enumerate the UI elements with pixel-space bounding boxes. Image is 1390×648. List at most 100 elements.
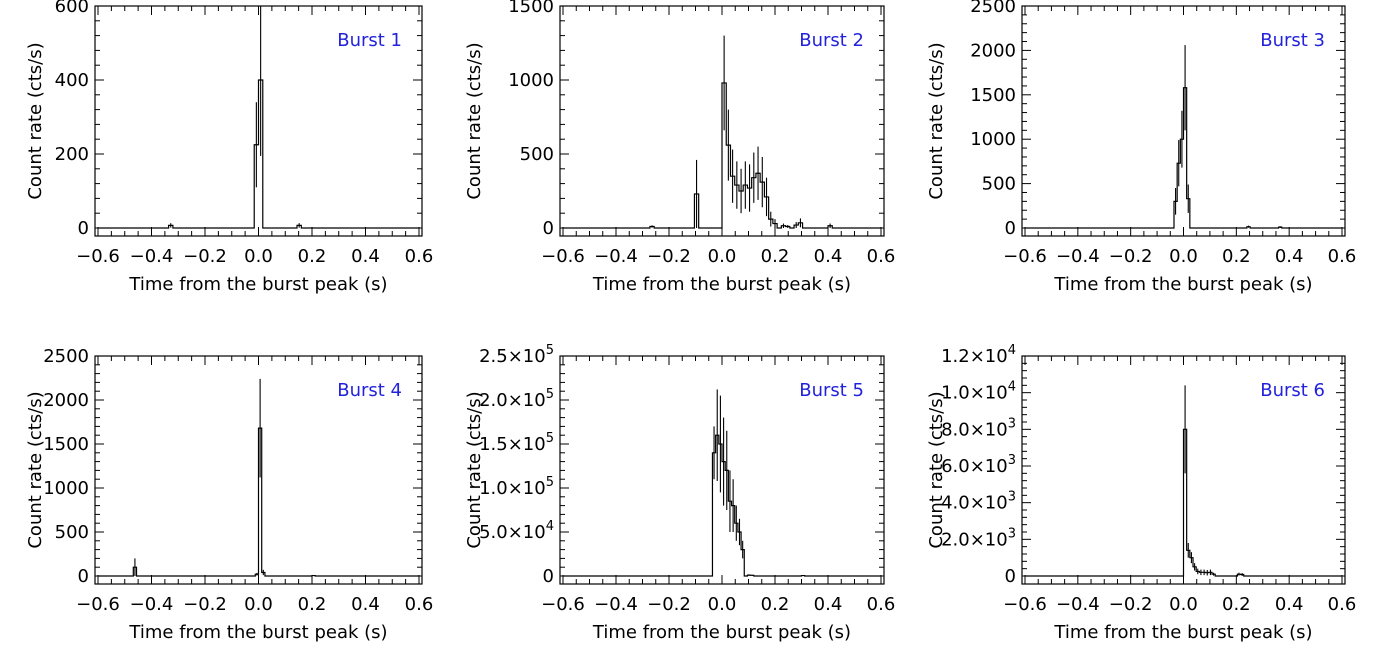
- y-axis-label: Count rate (cts/s): [25, 42, 46, 199]
- panel-burst-2: −0.6 −0.4 −0.2 0.0 0.2 0.4 0.6 0 500 1000 1500 Time…: [464, 0, 895, 295]
- x-tick-label: −0.6: [76, 594, 120, 615]
- x-tick-label: −0.2: [183, 246, 227, 267]
- y-tick-label: 5.0×104: [479, 519, 554, 543]
- x-tick-label: −0.6: [1003, 594, 1047, 615]
- x-tick-label: 0.6: [1328, 594, 1357, 615]
- x-tick-label: 0.6: [867, 246, 896, 267]
- panel-label: Burst 3: [1260, 30, 1325, 51]
- panel-burst-3: −0.6 −0.4 −0.2 0.0 0.2 0.4 0.6 0 500 1000 1500 2000…: [926, 0, 1356, 295]
- panel-label: Burst 2: [799, 30, 864, 51]
- x-tick-label: −0.4: [594, 246, 638, 267]
- y-tick-label: 500: [520, 144, 554, 165]
- y-tick-label: 0: [543, 218, 554, 239]
- x-tick-label: 0.2: [298, 594, 327, 615]
- y-axis-label: Count rate (cts/s): [926, 42, 947, 199]
- y-tick-label: 2.0×105: [479, 387, 554, 411]
- y-tick-label: 600: [55, 0, 89, 17]
- y-tick-label: 1500: [508, 0, 554, 17]
- y-tick-label: 1000: [508, 70, 554, 91]
- y-tick-label: 1500: [43, 434, 89, 455]
- y-tick-label: 0: [1005, 218, 1016, 239]
- y-axis-label: Count rate (cts/s): [464, 391, 485, 548]
- y-tick-label: 400: [55, 70, 89, 91]
- x-tick-label: 0.2: [761, 594, 790, 615]
- x-tick-label: 0.4: [814, 246, 843, 267]
- x-tick-label: −0.4: [594, 594, 638, 615]
- y-tick-label: 0: [1005, 566, 1016, 587]
- y-tick-label: 2500: [970, 0, 1016, 17]
- panel-burst-4: −0.6 −0.4 −0.2 0.0 0.2 0.4 0.6 0 500 1000 1500 2000…: [25, 346, 433, 643]
- y-tick-label: 0: [78, 218, 89, 239]
- x-axis-label: Time from the burst peak (s): [1053, 274, 1312, 295]
- x-tick-label: 0.0: [244, 594, 273, 615]
- histogram-line: [563, 82, 881, 229]
- x-tick-label: −0.4: [130, 246, 174, 267]
- y-tick-label: 1.2×104: [941, 343, 1016, 367]
- x-tick-label: 0.4: [814, 594, 843, 615]
- y-tick-label: 2000: [970, 40, 1016, 61]
- y-tick-label: 2.5×105: [479, 343, 554, 367]
- x-tick-label: −0.2: [647, 246, 691, 267]
- y-tick-label: 500: [982, 174, 1016, 195]
- y-tick-label: 8.0×103: [941, 416, 1016, 440]
- y-tick-label: 1.0×104: [941, 380, 1016, 404]
- y-tick-label: 1500: [970, 85, 1016, 106]
- x-tick-label: 0.2: [298, 246, 327, 267]
- x-tick-label: 0.4: [1275, 594, 1304, 615]
- y-tick-label: 1000: [43, 478, 89, 499]
- y-tick-label: 0: [78, 566, 89, 587]
- y-tick-label: 1000: [970, 129, 1016, 150]
- x-tick-label: 0.0: [708, 246, 737, 267]
- x-axis-label: Time from the burst peak (s): [592, 274, 851, 295]
- y-tick-label: 2500: [43, 346, 89, 367]
- x-tick-label: −0.2: [1109, 594, 1153, 615]
- y-axis-label: Count rate (cts/s): [25, 391, 46, 548]
- x-axis-label: Time from the burst peak (s): [128, 622, 387, 643]
- panel-label: Burst 4: [337, 380, 402, 401]
- histogram-line: [98, 79, 419, 229]
- x-tick-label: −0.4: [1056, 594, 1100, 615]
- y-tick-label: 2.0×103: [941, 526, 1016, 550]
- y-tick-label: 0: [543, 566, 554, 587]
- panel-burst-6: −0.6 −0.4 −0.2 0.0 0.2 0.4 0.6 0 2.0×103 4.0×103 6…: [926, 343, 1356, 643]
- y-axis-label: Count rate (cts/s): [926, 391, 947, 548]
- histogram-line: [563, 434, 881, 577]
- histogram-line: [1025, 428, 1342, 577]
- panel-label: Burst 6: [1260, 380, 1325, 401]
- x-tick-label: 0.0: [1169, 246, 1198, 267]
- y-tick-label: 4.0×103: [941, 490, 1016, 514]
- x-tick-label: −0.6: [541, 594, 585, 615]
- y-tick-label: 1.5×105: [479, 431, 554, 455]
- x-tick-label: −0.2: [183, 594, 227, 615]
- x-tick-label: 0.4: [351, 246, 380, 267]
- x-tick-label: 0.2: [761, 246, 790, 267]
- x-tick-label: −0.4: [1056, 246, 1100, 267]
- panel-burst-1: −0.6 −0.4 −0.2 0.0 0.2 0.4 0.6 0 200 400 600 Time f…: [25, 0, 433, 295]
- x-tick-label: 0.2: [1222, 246, 1251, 267]
- x-tick-label: 0.0: [708, 594, 737, 615]
- x-tick-label: −0.6: [1003, 246, 1047, 267]
- y-axis-label: Count rate (cts/s): [464, 42, 485, 199]
- y-tick-label: 6.0×103: [941, 453, 1016, 477]
- panel-label: Burst 1: [337, 30, 402, 51]
- y-tick-label: 500: [55, 522, 89, 543]
- x-axis-label: Time from the burst peak (s): [1053, 622, 1312, 643]
- panel-burst-5: −0.6 −0.4 −0.2 0.0 0.2 0.4 0.6 0 5.0×104 1.0×105 1…: [464, 343, 895, 643]
- y-tick-label: 200: [55, 144, 89, 165]
- y-tick-label: 2000: [43, 390, 89, 411]
- histogram-line: [1025, 87, 1342, 229]
- x-tick-label: 0.6: [405, 594, 434, 615]
- panel-label: Burst 5: [799, 380, 864, 401]
- histogram-line: [98, 427, 419, 577]
- x-axis-label: Time from the burst peak (s): [128, 274, 387, 295]
- x-tick-label: 0.0: [1169, 594, 1198, 615]
- x-tick-label: 0.6: [1328, 246, 1357, 267]
- x-tick-label: 0.6: [405, 246, 434, 267]
- x-tick-label: −0.6: [76, 246, 120, 267]
- x-tick-label: 0.0: [244, 246, 273, 267]
- x-tick-label: 0.2: [1222, 594, 1251, 615]
- x-tick-label: −0.2: [1109, 246, 1153, 267]
- x-tick-label: 0.6: [867, 594, 896, 615]
- x-tick-label: −0.6: [541, 246, 585, 267]
